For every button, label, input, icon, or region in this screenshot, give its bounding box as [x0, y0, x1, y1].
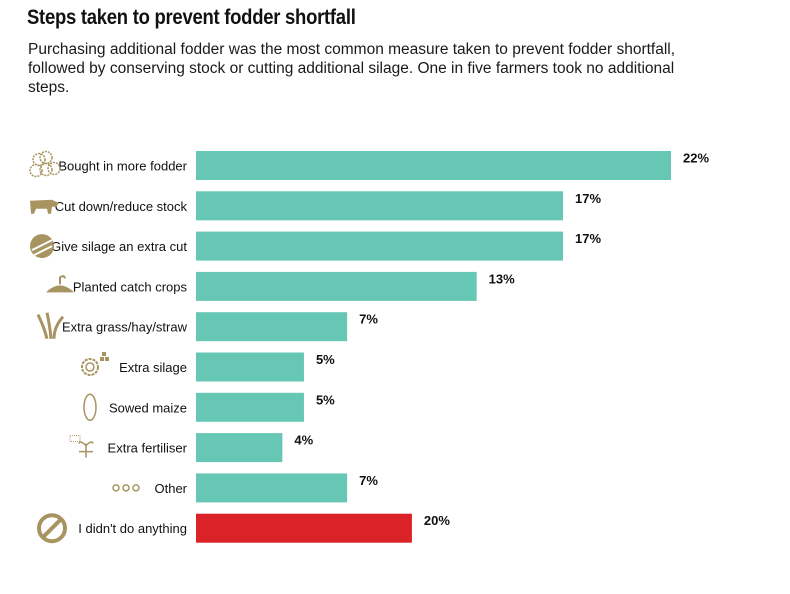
bar-row: Give silage an extra cut 17%	[30, 231, 602, 261]
value-label: 17%	[575, 231, 601, 246]
fertiliser-icon	[69, 435, 94, 458]
value-label: 13%	[489, 271, 515, 286]
category-label: Other	[154, 481, 187, 496]
catch-crop-icon	[46, 275, 74, 293]
bar-row: Other 7%	[112, 473, 378, 503]
bar	[196, 352, 304, 382]
category-label: Extra grass/hay/straw	[62, 320, 188, 335]
silage-bale-icon	[81, 352, 109, 376]
category-label: Extra silage	[119, 360, 187, 375]
category-label: Give silage an extra cut	[51, 239, 187, 254]
prohibited-icon	[37, 513, 67, 544]
bar	[196, 473, 348, 503]
category-label: Cut down/reduce stock	[55, 199, 188, 214]
value-label: 5%	[316, 392, 335, 407]
bar	[196, 191, 564, 221]
maize-icon	[83, 393, 97, 422]
cow-icon	[30, 199, 58, 214]
bar	[196, 513, 412, 543]
value-label: 7%	[359, 473, 378, 488]
bar	[196, 312, 348, 342]
value-label: 5%	[316, 352, 335, 367]
category-label: Planted catch crops	[73, 279, 188, 294]
grass-icon	[36, 312, 65, 340]
bar-row: Cut down/reduce stock 17%	[30, 191, 602, 221]
bar	[196, 151, 671, 180]
category-label: I didn't do anything	[78, 521, 187, 536]
chart-subtitle: Purchasing additional fodder was the mos…	[28, 41, 676, 96]
value-label: 20%	[424, 513, 450, 528]
value-label: 22%	[683, 151, 709, 166]
category-label: Bought in more fodder	[58, 159, 187, 174]
bar-row: Extra grass/hay/straw 7%	[36, 312, 378, 342]
value-label: 17%	[575, 191, 601, 206]
bar-row: Extra fertiliser 4%	[69, 433, 314, 463]
hay-bales-icon	[29, 150, 61, 178]
value-label: 4%	[294, 433, 313, 448]
other-dots-icon	[112, 484, 140, 492]
bar	[196, 271, 477, 301]
bar-row: Bought in more fodder 22%	[29, 150, 709, 180]
bar-row: I didn't do anything 20%	[37, 513, 450, 544]
bar-row: Sowed maize 5%	[83, 392, 335, 422]
silage-cut-icon	[30, 234, 54, 259]
bar	[196, 433, 283, 463]
value-label: 7%	[359, 312, 378, 327]
chart-title: Steps taken to prevent fodder shortfall	[27, 6, 356, 29]
bar	[196, 392, 304, 422]
bar-row: Extra silage 5%	[81, 352, 335, 382]
bar-row: Planted catch crops 13%	[46, 271, 515, 301]
category-label: Sowed maize	[109, 400, 187, 415]
category-label: Extra fertiliser	[108, 441, 188, 456]
bar	[196, 231, 564, 261]
